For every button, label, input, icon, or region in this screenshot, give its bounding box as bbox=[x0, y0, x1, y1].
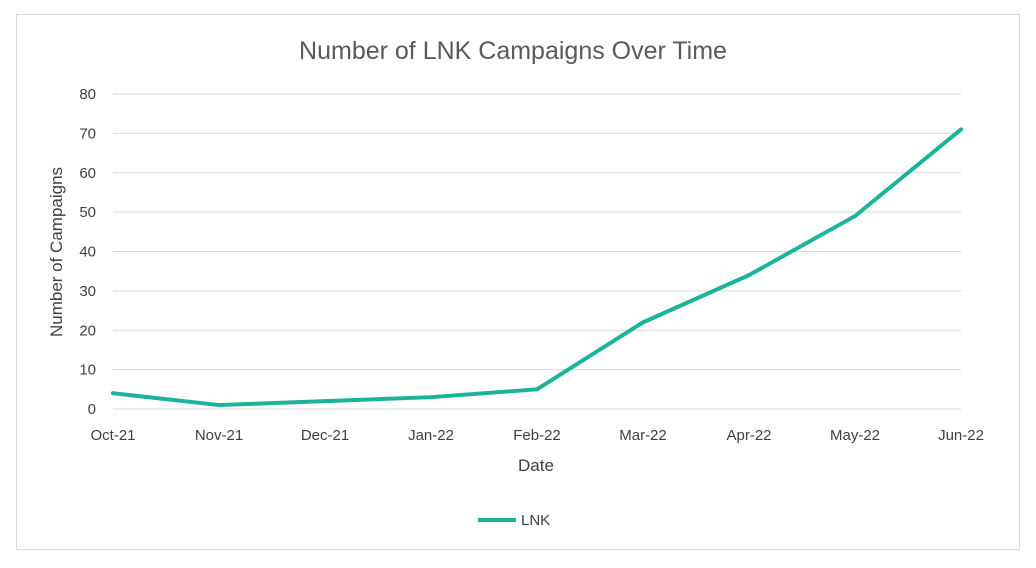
y-tick-label: 0 bbox=[88, 401, 96, 418]
y-tick-label: 40 bbox=[79, 244, 96, 261]
data-point bbox=[111, 391, 115, 396]
data-point bbox=[747, 273, 751, 278]
series-group bbox=[111, 127, 963, 408]
legend: LNK bbox=[478, 512, 550, 529]
data-point bbox=[323, 399, 327, 404]
y-axis-ticks: 0 10 20 30 40 50 60 70 80 bbox=[79, 86, 96, 418]
data-point bbox=[959, 127, 963, 132]
x-tick-label: Jun-22 bbox=[938, 427, 984, 444]
x-tick-label: Jan-22 bbox=[408, 427, 454, 444]
x-tick-label: Feb-22 bbox=[513, 427, 561, 444]
y-tick-label: 70 bbox=[79, 125, 96, 142]
series-line-lnk bbox=[111, 127, 963, 408]
x-tick-label: Oct-21 bbox=[90, 427, 135, 444]
x-axis-ticks: Oct-21 Nov-21 Dec-21 Jan-22 Feb-22 Mar-22 Apr-… bbox=[90, 427, 983, 444]
x-tick-label: Mar-22 bbox=[619, 427, 667, 444]
y-axis-title: Number of Campaigns bbox=[47, 167, 66, 337]
data-point bbox=[853, 214, 857, 219]
data-point bbox=[217, 403, 221, 408]
y-tick-label: 20 bbox=[79, 322, 96, 339]
x-tick-label: Nov-21 bbox=[195, 427, 243, 444]
chart-title: Number of LNK Campaigns Over Time bbox=[299, 37, 727, 65]
y-tick-label: 60 bbox=[79, 165, 96, 182]
gridlines bbox=[113, 93, 961, 410]
x-axis-title: Date bbox=[518, 456, 554, 475]
data-point bbox=[535, 387, 539, 392]
x-tick-label: Dec-21 bbox=[301, 427, 349, 444]
chart-frame bbox=[16, 14, 1020, 550]
data-point bbox=[641, 320, 645, 325]
y-tick-label: 30 bbox=[79, 283, 96, 300]
y-tick-label: 10 bbox=[79, 362, 96, 379]
x-tick-label: Apr-22 bbox=[726, 427, 771, 444]
y-tick-label: 50 bbox=[79, 204, 96, 221]
y-tick-label: 80 bbox=[79, 86, 96, 103]
data-point bbox=[429, 395, 433, 400]
x-tick-label: May-22 bbox=[830, 427, 880, 444]
legend-label-lnk: LNK bbox=[521, 512, 550, 529]
